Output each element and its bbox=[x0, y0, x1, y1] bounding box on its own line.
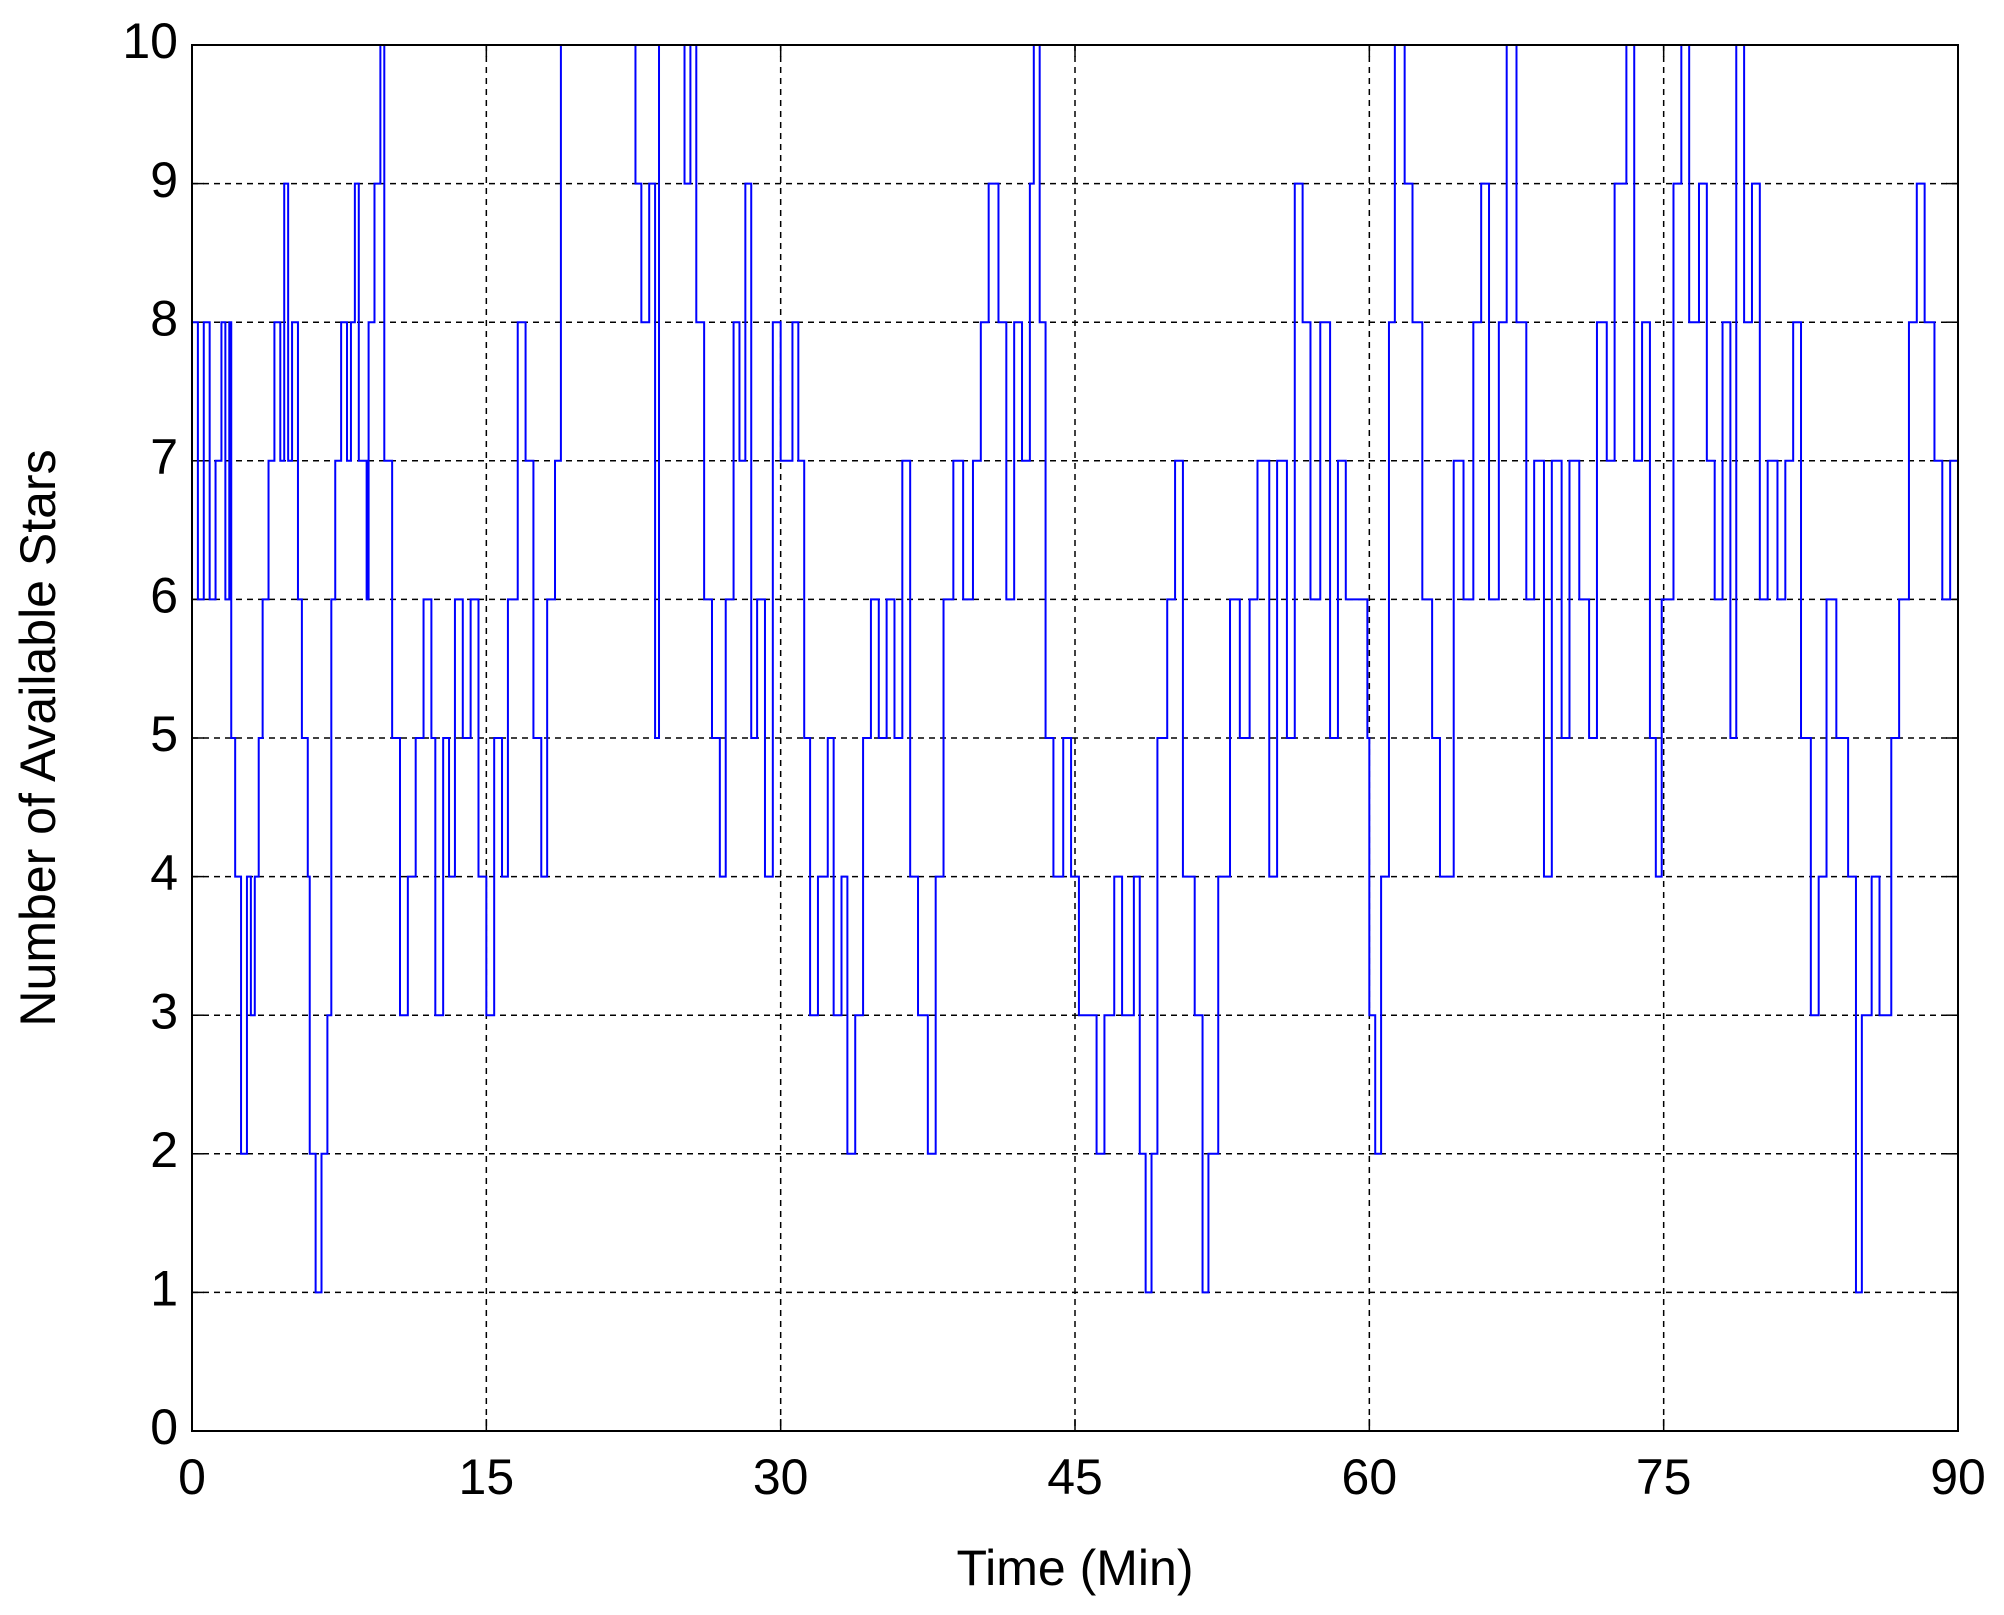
y-tick-label: 7 bbox=[150, 429, 178, 485]
y-tick-label: 4 bbox=[150, 845, 178, 901]
x-tick-label: 30 bbox=[753, 1449, 809, 1505]
y-tick-label: 9 bbox=[150, 152, 178, 208]
y-tick-label: 5 bbox=[150, 706, 178, 762]
y-tick-label: 10 bbox=[122, 13, 178, 69]
x-tick-label: 45 bbox=[1047, 1449, 1103, 1505]
x-tick-label: 60 bbox=[1342, 1449, 1398, 1505]
y-tick-label: 0 bbox=[150, 1399, 178, 1455]
y-tick-label: 2 bbox=[150, 1122, 178, 1178]
x-tick-label: 15 bbox=[459, 1449, 515, 1505]
data-line bbox=[192, 44, 1958, 1294]
x-tick-label: 75 bbox=[1636, 1449, 1692, 1505]
y-tick-label: 8 bbox=[150, 290, 178, 346]
plot-frame bbox=[191, 44, 1959, 1432]
y-axis-label: Number of Available Stars bbox=[10, 449, 66, 1026]
x-tick-label: 0 bbox=[178, 1449, 206, 1505]
x-tick-label: 90 bbox=[1930, 1449, 1986, 1505]
y-tick-label: 6 bbox=[150, 568, 178, 624]
y-tick-label: 3 bbox=[150, 983, 178, 1039]
x-axis-label: Time (Min) bbox=[956, 1540, 1193, 1596]
y-tick-label: 1 bbox=[150, 1261, 178, 1317]
